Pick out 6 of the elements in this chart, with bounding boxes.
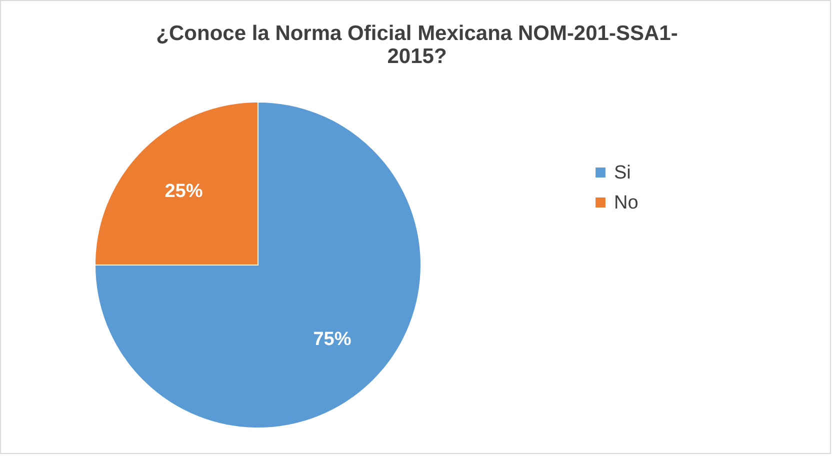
chart-title: ¿Conoce la Norma Oficial Mexicana NOM-201-SSA1-2015? <box>156 22 678 68</box>
legend-label: Si <box>614 162 631 184</box>
pie-slice <box>94 102 422 428</box>
data-label: 25% <box>164 180 203 202</box>
legend-label: No <box>614 192 638 214</box>
data-label: 75% <box>313 329 352 350</box>
